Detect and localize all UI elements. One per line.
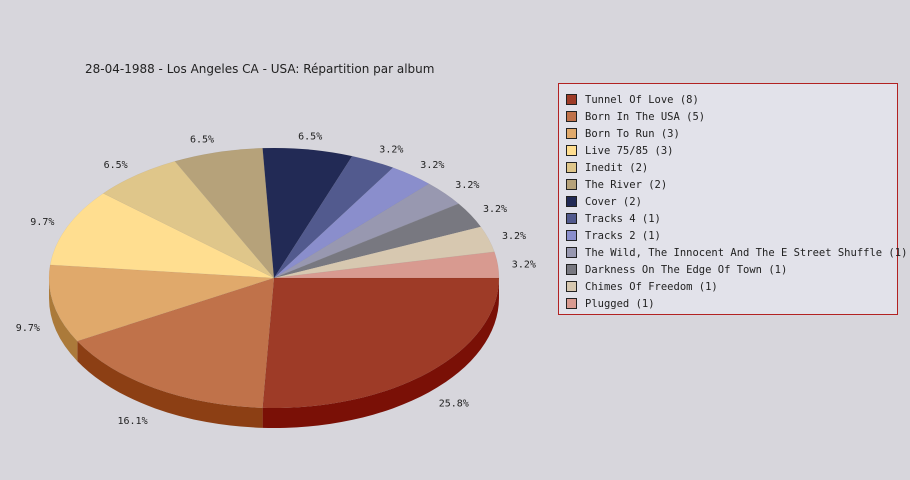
pie-data-label: 6.5% bbox=[190, 135, 214, 146]
pie-slice bbox=[76, 277, 275, 409]
legend-label: Chimes Of Freedom (1) bbox=[585, 280, 718, 293]
pie-slice bbox=[102, 161, 275, 279]
legend-item: Tracks 4 (1) bbox=[566, 210, 897, 227]
pie-slice bbox=[273, 251, 500, 279]
pie-data-label: 9.7% bbox=[30, 217, 54, 228]
pie-data-label: 9.7% bbox=[16, 323, 40, 334]
legend-item: The Wild, The Innocent And The E Street … bbox=[566, 244, 907, 261]
pie-data-label: 3.2% bbox=[420, 160, 444, 171]
pie-slice-side bbox=[262, 278, 499, 428]
legend: Tunnel Of Love (8) Born In The USA (5) Bor… bbox=[558, 83, 907, 315]
pie-data-label: 3.2% bbox=[483, 204, 507, 215]
legend-swatch bbox=[566, 179, 577, 190]
legend-label: The River (2) bbox=[585, 178, 668, 191]
legend-swatch bbox=[566, 162, 577, 173]
legend-label: Darkness On The Edge Of Town (1) bbox=[585, 263, 788, 276]
pie-slice bbox=[273, 183, 460, 279]
legend-swatch bbox=[566, 196, 577, 207]
legend-item: Inedit (2) bbox=[566, 159, 897, 176]
pie-slice bbox=[273, 226, 495, 279]
legend-label: Born To Run (3) bbox=[585, 127, 680, 140]
legend-swatch bbox=[566, 247, 577, 258]
pie-slice bbox=[174, 147, 275, 279]
legend-swatch bbox=[566, 145, 577, 156]
pie-data-label: 3.2% bbox=[512, 259, 536, 270]
pie-data-labels: 25.8% 16.1% 9.7% 9.7% 6.5% 6.5% 6.5% 3.2% 3.2% 3.… bbox=[16, 132, 536, 428]
legend-item: Tracks 2 (1) bbox=[566, 227, 897, 244]
legend-item: The River (2) bbox=[566, 176, 897, 193]
pie-slice bbox=[48, 264, 275, 342]
legend-item: Live 75/85 (3) bbox=[566, 142, 897, 159]
legend-label: Live 75/85 (3) bbox=[585, 144, 674, 157]
legend-label: Cover (2) bbox=[585, 195, 642, 208]
pie-data-label: 16.1% bbox=[117, 416, 147, 427]
legend-label: The Wild, The Innocent And The E Street … bbox=[585, 246, 908, 259]
pie-slice-side bbox=[77, 341, 263, 428]
legend-label: Inedit (2) bbox=[585, 161, 649, 174]
legend-item: Darkness On The Edge Of Town (1) bbox=[566, 261, 897, 278]
legend-swatch bbox=[566, 94, 577, 105]
pie-data-label: 6.5% bbox=[104, 160, 128, 171]
pie-data-label: 6.5% bbox=[298, 132, 322, 143]
legend-label: Tracks 2 (1) bbox=[585, 229, 661, 242]
legend-item: Plugged (1) bbox=[566, 295, 897, 312]
chart-title: 28-04-1988 - Los Angeles CA - USA: Répar… bbox=[85, 62, 435, 76]
pie-slice bbox=[49, 193, 275, 279]
legend-swatch bbox=[566, 281, 577, 292]
legend-swatch bbox=[566, 213, 577, 224]
legend-swatch bbox=[566, 264, 577, 275]
legend-swatch bbox=[566, 128, 577, 139]
legend-label: Born In The USA (5) bbox=[585, 110, 706, 123]
legend-item: Born In The USA (5) bbox=[566, 108, 897, 125]
pie-side-walls bbox=[49, 278, 499, 428]
pie-slice bbox=[262, 147, 353, 279]
pie-slice bbox=[273, 203, 482, 279]
pie-data-label: 3.2% bbox=[379, 145, 403, 156]
legend-label: Plugged (1) bbox=[585, 297, 655, 310]
pie-data-label: 25.8% bbox=[439, 398, 469, 409]
pie-slice bbox=[273, 155, 394, 279]
pie-data-label: 3.2% bbox=[455, 180, 479, 191]
legend-swatch bbox=[566, 230, 577, 241]
legend-item: Born To Run (3) bbox=[566, 125, 897, 142]
legend-swatch bbox=[566, 111, 577, 122]
pie-slice bbox=[262, 277, 500, 409]
legend-swatch bbox=[566, 298, 577, 309]
pie-slice bbox=[273, 167, 430, 279]
legend-item: Tunnel Of Love (8) bbox=[566, 91, 897, 108]
pie-slice-side bbox=[49, 278, 78, 362]
legend-item: Cover (2) bbox=[566, 193, 897, 210]
legend-label: Tracks 4 (1) bbox=[585, 212, 661, 225]
legend-label: Tunnel Of Love (8) bbox=[585, 93, 699, 106]
legend-item: Chimes Of Freedom (1) bbox=[566, 278, 897, 295]
pie-slices bbox=[48, 147, 500, 409]
pie-data-label: 3.2% bbox=[502, 231, 526, 242]
